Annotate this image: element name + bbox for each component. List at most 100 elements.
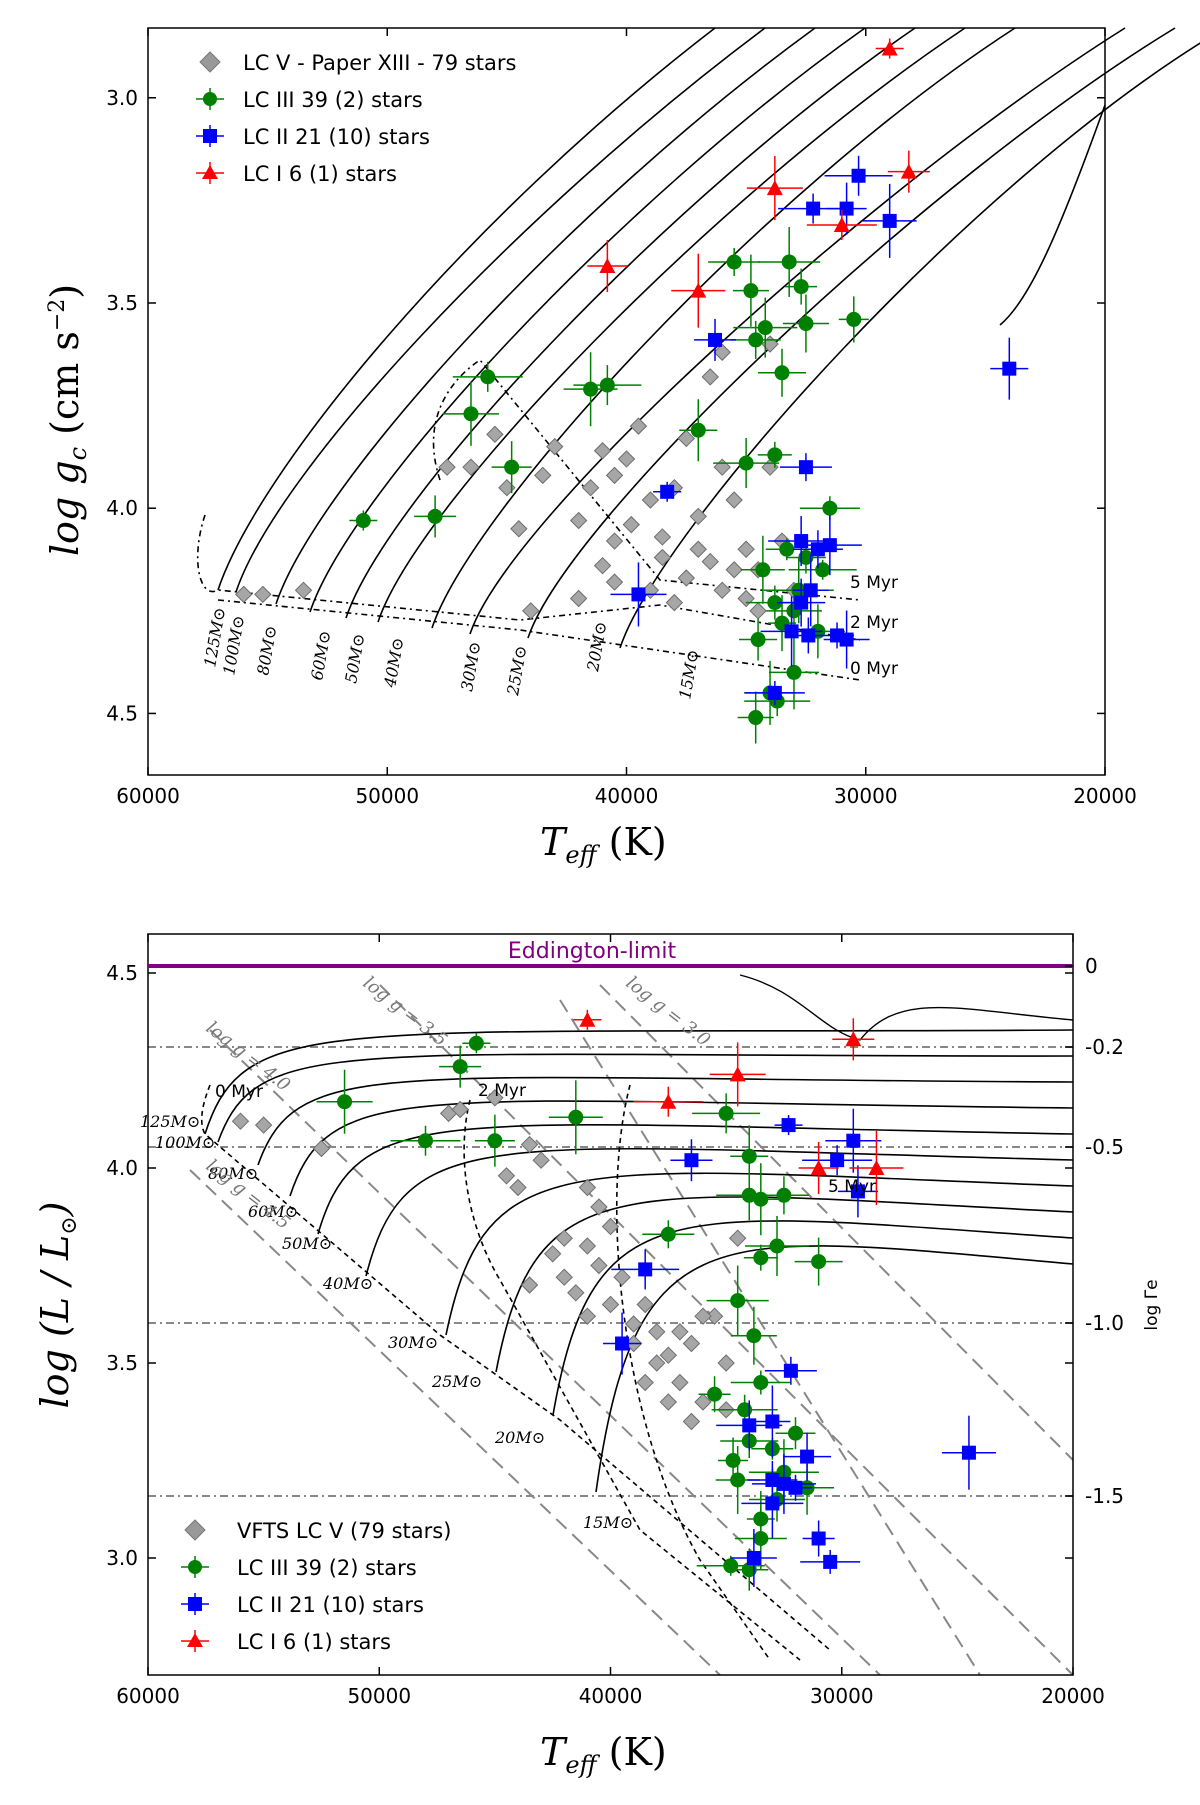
bottom-track-line <box>317 1124 1074 1235</box>
top-legend: LC V - Paper XIII - 79 stars LC III 39 (… <box>196 51 516 186</box>
data-point-lcii <box>794 595 809 610</box>
data-point-lciii <box>786 664 802 680</box>
top-y-axis-label: log gc (cm s−2) <box>43 284 92 556</box>
data-point-lcv <box>534 466 552 485</box>
data-point-lcv <box>653 528 672 546</box>
top-track-line <box>619 42 1200 649</box>
data-point-lcv <box>605 573 624 591</box>
data-point-lcv <box>671 1323 689 1341</box>
bottom-track-line <box>739 974 1074 1041</box>
x-tick-label: 40000 <box>579 1684 643 1708</box>
top-track-line <box>275 27 816 605</box>
top-track-mass-label: 30M⊙ <box>457 640 484 693</box>
top-track-line <box>999 104 1106 326</box>
top-x-axis-label: Teff (K) <box>540 820 667 869</box>
data-point-lcv <box>749 602 767 620</box>
bottom-legend-lci: LC I 6 (1) stars <box>237 1630 391 1654</box>
data-point-lciii <box>793 279 809 295</box>
data-point-lcv <box>725 561 743 579</box>
data-point-lcv <box>761 335 779 353</box>
data-point-lciii <box>779 541 795 557</box>
y-tick-label: 4.5 <box>106 701 138 725</box>
data-point-lcv <box>694 1393 712 1411</box>
data-point-lcii <box>684 1153 699 1168</box>
x-tick-label: 50000 <box>355 784 419 808</box>
bottom-track-line <box>204 1029 1074 1135</box>
data-point-lcii <box>783 1363 798 1378</box>
data-point-lcv <box>713 581 731 600</box>
data-point-lcv <box>648 1354 666 1372</box>
data-point-lcii <box>767 685 782 700</box>
bottom-track-mass-label: 80M⊙ <box>208 1164 258 1183</box>
y2-tick-label: 0 <box>1085 954 1098 978</box>
data-point-lciii <box>463 406 479 422</box>
top-track-mass-label: 25M⊙ <box>503 644 531 698</box>
bottom-track-mass-label: 40M⊙ <box>322 1274 373 1293</box>
data-point-lcv <box>624 1315 643 1333</box>
top-track-mass-label: 20M⊙ <box>583 620 611 674</box>
logg-dashed-line <box>189 1169 721 1676</box>
data-point-lcv <box>509 1178 527 1197</box>
top-legend-marker-lci <box>196 162 224 184</box>
data-point-lciii <box>757 320 773 336</box>
data-point-lciii <box>568 1109 584 1125</box>
data-point-lcv <box>737 589 755 608</box>
y-tick-label: 4.5 <box>106 961 138 985</box>
data-point-lciii <box>753 1191 769 1207</box>
data-point-lciii <box>337 1094 353 1110</box>
x-tick-label: 60000 <box>116 784 180 808</box>
data-point-lcv <box>629 417 648 435</box>
bottom-track-mass-label: 125M⊙ <box>140 1112 200 1131</box>
data-point-lciii <box>452 1059 468 1075</box>
data-point-lcv <box>617 450 636 468</box>
bottom-right-axis-label: log Γe <box>1142 1279 1162 1330</box>
data-point-lci <box>833 217 850 233</box>
data-point-lciii <box>730 1293 746 1309</box>
logg-dashed-line <box>209 1029 881 1676</box>
data-point-lci <box>579 1011 596 1027</box>
data-point-lcii <box>631 587 646 602</box>
top-iso-label-0myr: 0 Myr <box>850 659 898 679</box>
data-point-lcv <box>451 1100 469 1119</box>
data-point-lcii <box>794 534 809 549</box>
top-isochrone <box>432 358 861 601</box>
data-point-lcii <box>765 1414 780 1429</box>
data-point-lciii <box>725 1453 741 1468</box>
data-point-lcv <box>677 569 696 587</box>
top-track-mass-label: 50M⊙ <box>341 632 368 685</box>
top-track-line <box>527 27 1176 639</box>
top-track-mass-label: 80M⊙ <box>253 624 280 677</box>
data-point-lciii <box>788 1425 803 1441</box>
data-point-lciii <box>738 455 754 471</box>
data-point-lcv <box>543 1245 562 1263</box>
data-point-lcii <box>742 1418 757 1433</box>
data-point-lcv <box>581 478 600 497</box>
bottom-legend-marker-lci <box>181 1630 209 1652</box>
data-point-lciii <box>583 381 599 397</box>
y-tick-label: 4.0 <box>106 1156 138 1180</box>
data-point-lci <box>810 1160 827 1175</box>
top-track-mass-label: 40M⊙ <box>380 636 408 690</box>
data-point-lcv <box>593 442 612 460</box>
data-point-lciii <box>743 283 759 299</box>
bottom-legend-marker-lcii <box>181 1593 209 1615</box>
y2-tick-label: -1.5 <box>1085 1484 1124 1508</box>
bottom-panel-hr-diagram: Eddington-limit 60000 50000 40000 30000 2000… <box>33 933 1162 1779</box>
data-point-lciii <box>767 447 783 463</box>
y-tick-label: 3.5 <box>106 1351 138 1375</box>
top-legend-lcv: LC V - Paper XIII - 79 stars <box>243 51 516 75</box>
y2-tick-label: -0.5 <box>1085 1135 1124 1159</box>
top-legend-marker-lcii <box>196 125 224 147</box>
bottom-track-mass-label: 20M⊙ <box>494 1428 545 1447</box>
bottom-track-mass-label: 50M⊙ <box>282 1234 332 1253</box>
data-point-lcv <box>694 1307 712 1325</box>
data-point-lciii <box>718 1105 734 1121</box>
data-point-lcv <box>659 1346 678 1364</box>
data-point-lciii <box>753 1531 769 1546</box>
bottom-legend-lcii: LC II 21 (10) stars <box>237 1593 424 1617</box>
data-point-lciii <box>746 1328 762 1344</box>
data-point-lci <box>766 180 783 196</box>
top-axis-ticks: 60000 50000 40000 30000 20000 3.0 3.5 4.0 4.5 <box>106 28 1137 808</box>
data-point-lciii <box>599 377 615 393</box>
data-point-lciii <box>822 500 838 516</box>
